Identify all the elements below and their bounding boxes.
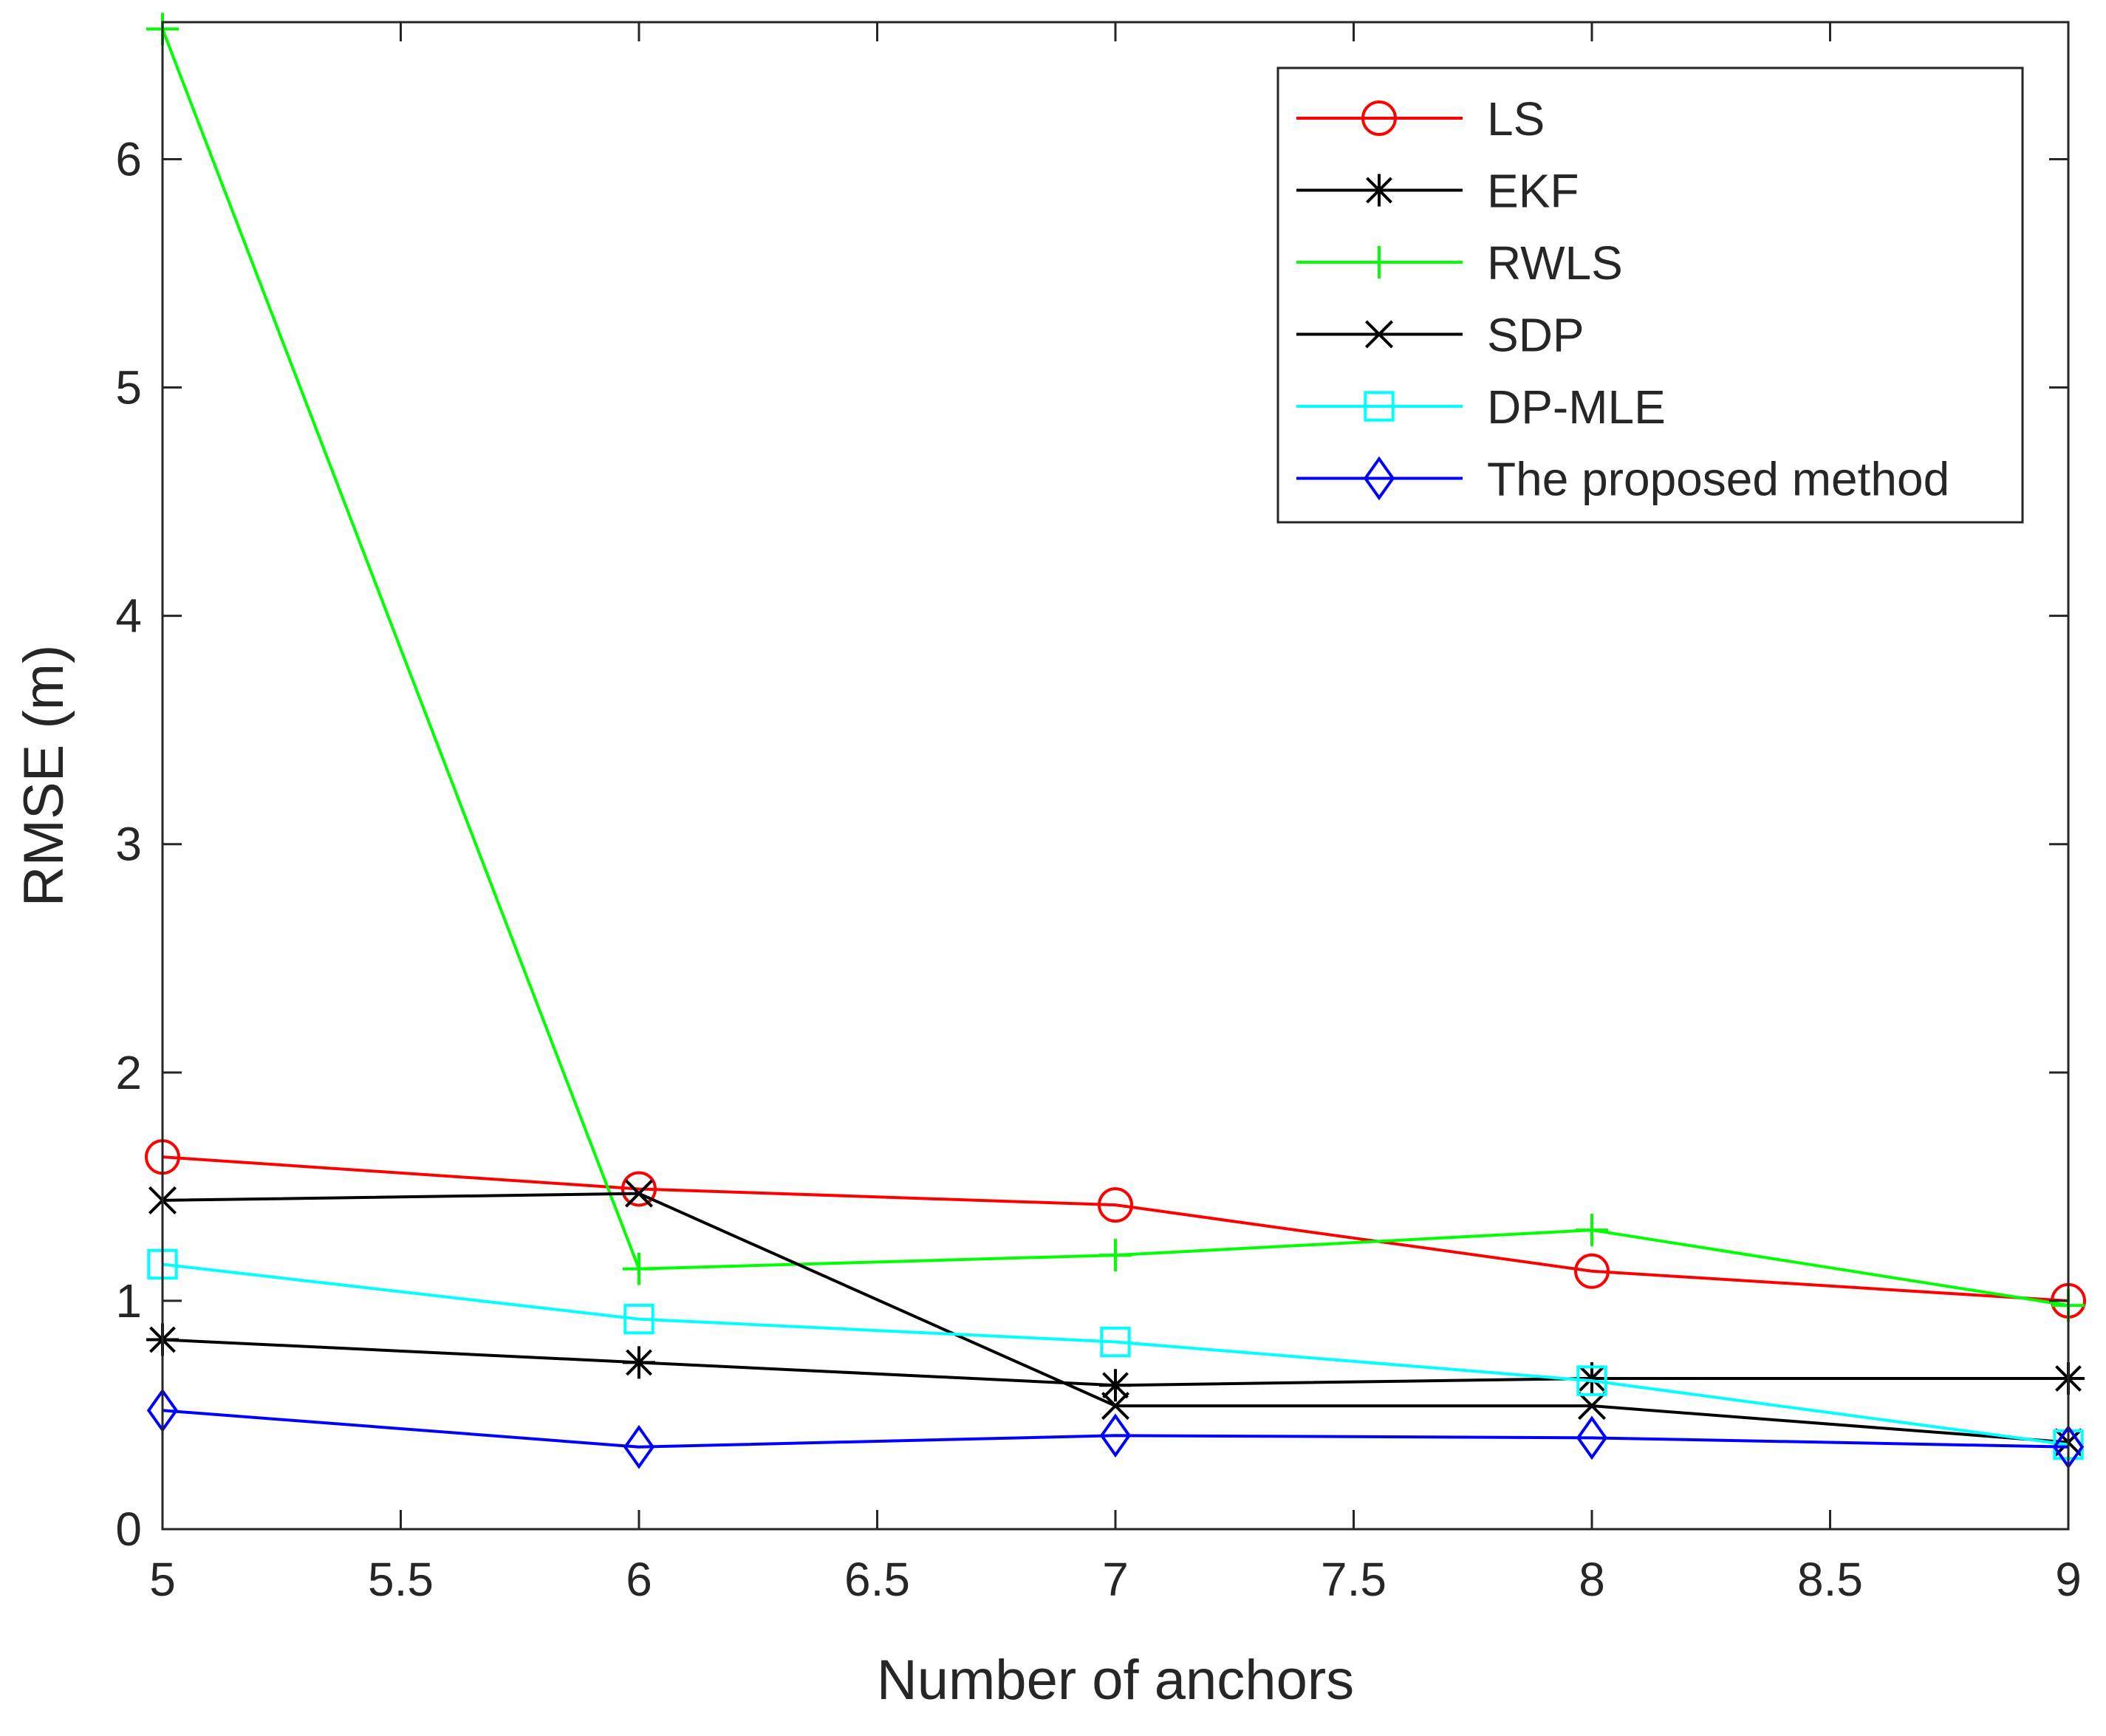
diamond-marker-shape	[1363, 456, 1395, 501]
legend-marker	[1363, 174, 1395, 207]
legend-item-ekf: EKF	[1296, 165, 1579, 218]
data-point-the-proposed-method	[623, 1424, 655, 1469]
y-tick-label: 2	[115, 1046, 142, 1099]
x-axis-label: Number of anchors	[877, 1649, 1354, 1712]
legend: LS EKF RWLS SDP DP-MLE The proposed method	[1276, 66, 2024, 524]
diamond-marker-shape	[1099, 1413, 1132, 1458]
legend-marker	[1363, 246, 1395, 278]
x-tick-label: 6	[626, 1553, 652, 1606]
circle-marker-shape	[1574, 1253, 1610, 1289]
circle-marker-shape	[1361, 100, 1397, 136]
data-point-sdp	[1101, 1392, 1130, 1421]
data-point-sdp	[1577, 1392, 1607, 1421]
legend-marker	[1363, 456, 1395, 501]
legend-item-ls: LS	[1296, 92, 1545, 146]
tick-labels: 5 5.5 6 6.5 7 7.5 8 8.5 9 0 1 2 3 4 5 6	[115, 132, 2081, 1606]
data-point-dp-mle	[1576, 1365, 1607, 1396]
legend-label: DP-MLE	[1487, 380, 1666, 434]
legend-label: EKF	[1487, 165, 1579, 218]
data-point-ls	[621, 1171, 657, 1207]
legend-marker	[1364, 320, 1394, 349]
circle-marker-shape	[1098, 1187, 1133, 1223]
legend-item-rwls: RWLS	[1296, 236, 1623, 290]
x-tick-label: 6.5	[844, 1553, 910, 1606]
x-tick-label: 5	[149, 1553, 176, 1606]
x-tick-label: 9	[2055, 1553, 2082, 1606]
data-point-ekf	[623, 1346, 655, 1379]
x-tick-label: 7.5	[1321, 1553, 1387, 1606]
square-marker-shape	[623, 1303, 654, 1335]
legend-marker	[1361, 100, 1397, 136]
data-point-ls	[1098, 1187, 1133, 1223]
series-layer	[145, 13, 2086, 1469]
legend-label: The proposed method	[1487, 453, 1949, 506]
data-point-dp-mle	[1100, 1326, 1131, 1358]
diamond-marker-shape	[1576, 1415, 1608, 1460]
legend-label: RWLS	[1487, 236, 1623, 290]
x-tick-label: 5.5	[368, 1553, 434, 1606]
data-point-ls	[1574, 1253, 1610, 1289]
x-marker-b	[1101, 1392, 1130, 1421]
series-line-the-proposed-method	[162, 1409, 2069, 1449]
y-tick-label: 4	[115, 590, 142, 643]
data-point-sdp	[624, 1179, 654, 1208]
x-tick-label: 8.5	[1797, 1553, 1863, 1606]
y-tick-label: 0	[115, 1503, 142, 1556]
square-marker-shape	[1100, 1326, 1131, 1358]
x-marker-b	[1364, 320, 1394, 349]
y-tick-label: 5	[115, 361, 142, 414]
series-line-dp-mle	[162, 1262, 2069, 1446]
x-marker-b	[1577, 1392, 1607, 1421]
legend-item-the-proposed-method: The proposed method	[1296, 453, 1949, 506]
square-marker-shape	[1364, 391, 1395, 422]
data-point-dp-mle	[623, 1303, 654, 1335]
diamond-marker-shape	[623, 1424, 655, 1469]
series-line-ls	[162, 1155, 2069, 1302]
asterisk-marker-b	[626, 1349, 652, 1376]
data-point-rwls	[623, 1252, 655, 1285]
asterisk-marker-b	[1579, 1365, 1605, 1392]
series-the-proposed-method	[146, 1388, 2085, 1469]
data-point-rwls	[1099, 1239, 1132, 1272]
data-point-ekf	[1099, 1369, 1132, 1402]
y-tick-label: 3	[115, 818, 142, 871]
legend-label: SDP	[1487, 309, 1584, 362]
series-sdp	[148, 1179, 2083, 1457]
x-tick-label: 7	[1102, 1553, 1129, 1606]
data-point-rwls	[1576, 1214, 1608, 1247]
y-axis-label: RMSE (m)	[13, 645, 75, 907]
x-tick-label: 8	[1579, 1553, 1605, 1606]
asterisk-marker-b	[1102, 1372, 1129, 1399]
asterisk-marker-b	[1366, 177, 1392, 204]
legend-item-dp-mle: DP-MLE	[1296, 380, 1666, 434]
axes	[161, 21, 2070, 1531]
y-tick-label: 1	[115, 1274, 142, 1327]
square-marker-shape	[1576, 1365, 1607, 1396]
y-tick-label: 6	[115, 132, 142, 185]
circle-marker-shape	[621, 1171, 657, 1207]
data-point-the-proposed-method	[1099, 1413, 1132, 1458]
legend-label: LS	[1487, 92, 1545, 146]
legend-item-sdp: SDP	[1296, 309, 1584, 362]
data-point-the-proposed-method	[1576, 1415, 1608, 1460]
legend-marker	[1364, 391, 1395, 422]
x-marker-b	[624, 1179, 654, 1208]
legend-box	[1276, 66, 2024, 524]
